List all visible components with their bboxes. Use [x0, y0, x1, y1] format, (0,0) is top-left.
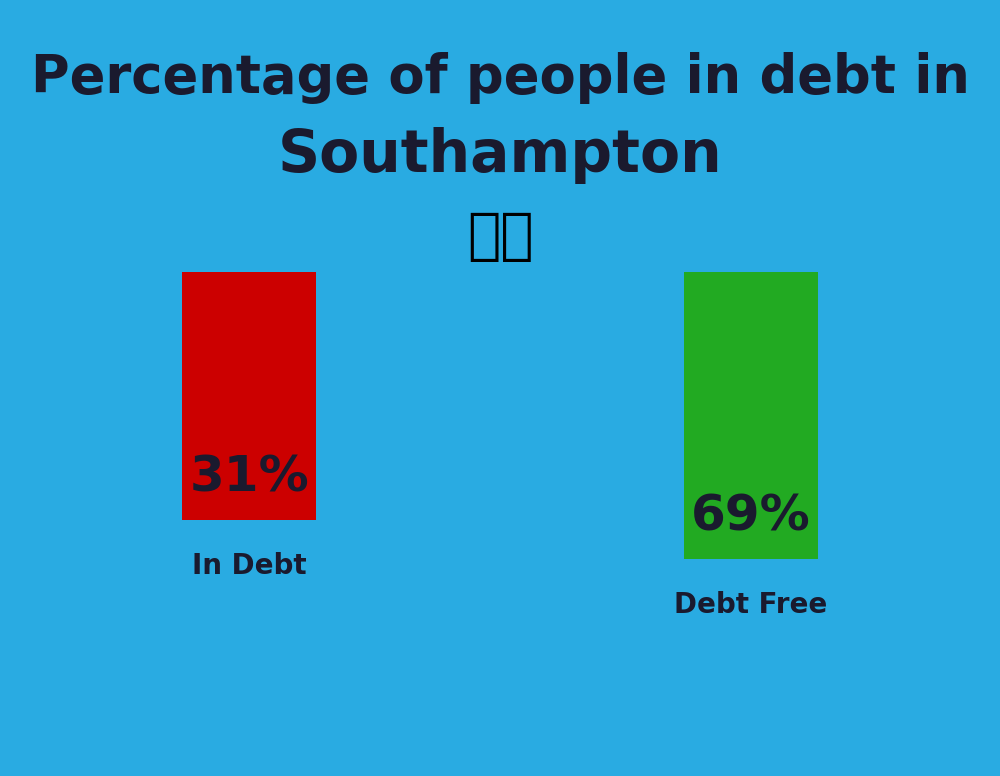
Text: 31%: 31% — [189, 453, 309, 501]
Text: Southampton: Southampton — [278, 126, 722, 184]
Text: 🇬🇧: 🇬🇧 — [467, 210, 533, 264]
Text: Debt Free: Debt Free — [674, 591, 827, 619]
Text: Percentage of people in debt in: Percentage of people in debt in — [31, 51, 969, 104]
Text: 69%: 69% — [691, 492, 811, 540]
FancyBboxPatch shape — [684, 272, 818, 559]
FancyBboxPatch shape — [182, 272, 316, 520]
Text: In Debt: In Debt — [192, 553, 306, 580]
